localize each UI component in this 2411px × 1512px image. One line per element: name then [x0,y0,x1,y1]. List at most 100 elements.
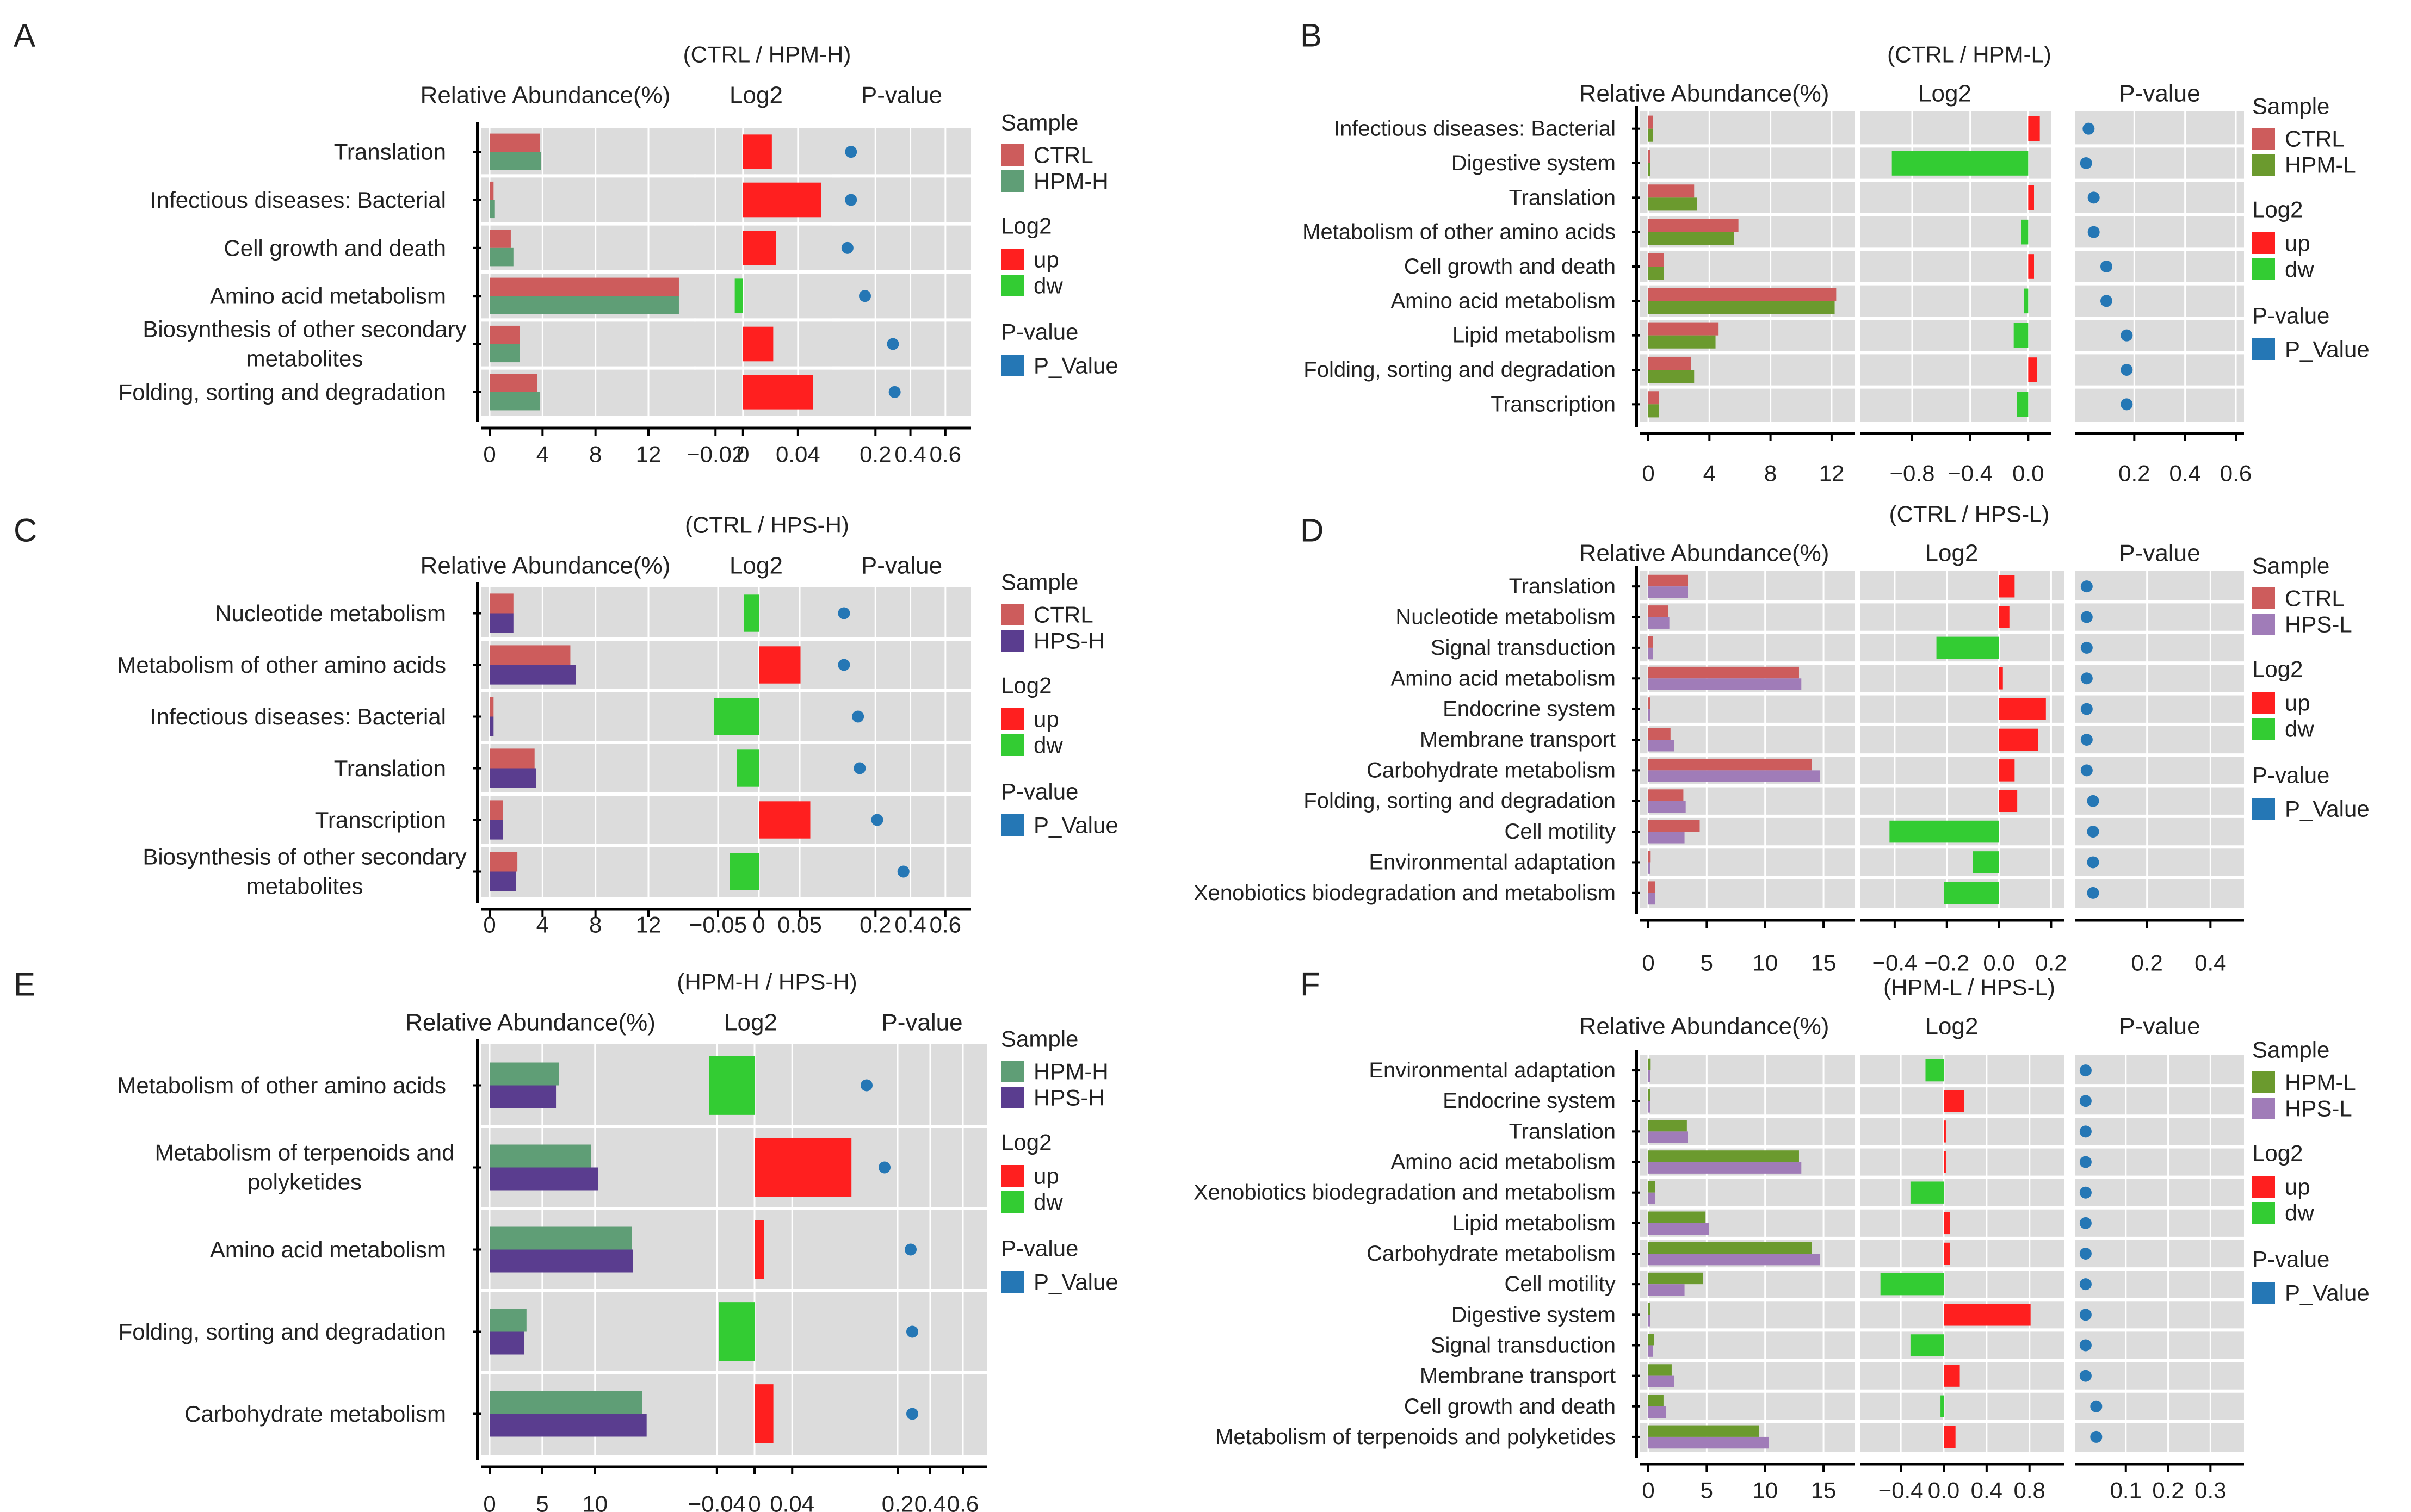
log2-bar-up [1999,728,2038,751]
log2-bar-up [755,1220,764,1279]
log2-bar-up [2028,116,2040,141]
x-tick-label: 0.6 [930,912,961,938]
pvalue-point [2082,122,2095,135]
x-tick-label: −0.05 [689,912,747,938]
abundance-bar-ctrl [1648,820,1700,832]
category-label-line: polyketides [248,1169,362,1194]
pvalue-point [887,338,899,350]
x-tick-label: 0.2 [860,442,891,467]
x-tick-label: 0 [483,912,496,938]
relative-abundance-title: Relative Abundance(%) [1579,540,1829,567]
log2-bar-dw [719,1302,755,1361]
legend-log2-label: dw [2285,257,2314,282]
x-tick-label: 0.6 [947,1491,979,1512]
legend-pvalue-swatch [2252,338,2275,360]
pvalue-point [2090,1430,2103,1443]
log2-bar-dw [737,749,759,787]
log2-bar-dw [709,1056,755,1115]
panel-title: (CTRL / HPM-H) [683,42,851,67]
x-tick-label: 5 [1701,950,1713,976]
panel-A: A (CTRL / HPM-H) Relative Abundance(%) Log2… [14,17,1118,467]
log2-bar-dw [1910,1334,1944,1356]
x-tick-label: 8 [589,442,602,467]
abundance-bar-hps-l [1648,740,1674,752]
legend-pvalue-swatch [2252,1282,2275,1304]
legend-log2-swatch-dw [1001,275,1024,296]
category-label: Carbohydrate metabolism [184,1401,446,1427]
abundance-bar-hps-h [490,768,536,788]
pvalue-point [2080,611,2093,623]
abundance-bar-hpm-l [1648,335,1716,349]
x-tick-label: 0.0 [1983,950,2014,976]
legend-log2-swatch-up [2252,232,2275,254]
log2-bar-dw [1910,1181,1944,1204]
x-tick-label: 5 [1701,1478,1713,1503]
relative-abundance-title: Relative Abundance(%) [421,82,671,109]
legend-pvalue-label: P_Value [1034,813,1118,838]
x-tick-label: 10 [582,1491,608,1512]
abundance-bar-hps-h [490,1331,524,1355]
legend-sample-title: Sample [1001,1026,1078,1052]
x-tick-label: 0 [483,1491,496,1512]
log2-bar-dw [1880,1273,1944,1296]
abundance-bar-hps-l [1648,893,1655,905]
legend-sample-title: Sample [1001,110,1078,135]
category-label-line: metabolites [246,345,363,371]
pvalue-title: P-value [2119,80,2200,107]
pvalue-point [2121,364,2133,376]
abundance-bar-hps-h [490,665,576,685]
abundance-bar-hps-l [1648,617,1670,629]
relative-abundance-title: Relative Abundance(%) [421,553,671,579]
category-label: Translation [334,755,446,781]
legend-sample-swatch [2252,614,2275,635]
abundance-bar-ctrl [1648,851,1651,863]
legend-sample-swatch [2252,1098,2275,1119]
abundance-bar-hpm-l [1648,1120,1687,1132]
category-label-line: Metabolism of terpenoids and [155,1139,455,1165]
x-tick-label: 0.05 [777,912,822,938]
category-label: Folding, sorting and degradation [119,379,446,405]
x-tick-label: 0.2 [2035,950,2067,976]
category-label: Translation [1509,1119,1616,1143]
abundance-bar-ctrl [490,325,520,344]
x-tick-label: 0.2 [882,1491,913,1512]
legend-sample-label: HPS-L [2285,612,2352,637]
legend-sample-label: CTRL [1034,602,1093,628]
pvalue-point [2090,1400,2103,1412]
abundance-bar-hpm-h [490,200,495,219]
legend-log2-swatch-up [1001,249,1024,270]
legend-sample-swatch [2252,587,2275,609]
abundance-bar-ctrl [490,800,503,820]
abundance-bar-hpm-l [1648,1211,1706,1223]
log2-bar-up [755,1384,774,1443]
pvalue-point [2100,261,2112,272]
abundance-bar-hpm-h [490,1226,632,1250]
abundance-bar-ctrl [1648,666,1799,679]
pvalue-point [2121,329,2133,342]
x-tick-label: 15 [1811,950,1837,976]
pvalue-point [2079,1064,2092,1077]
x-tick-label: 0.3 [2194,1478,2226,1503]
log2-bar-up [1944,1151,1946,1173]
log2-bar-up [2028,185,2034,210]
legend-log2-label: dw [1034,1189,1063,1215]
legend-sample-swatch [1001,1087,1024,1108]
legend-sample-swatch [2252,128,2275,150]
legend-log2-label: up [1034,247,1059,272]
x-tick-label: 0.4 [2169,461,2200,486]
log2-bar-up [1944,1212,1950,1235]
log2-bar-up [1944,1090,1964,1112]
category-label: Environmental adaptation [1369,1058,1616,1082]
legend-sample-label: HPM-L [2285,1070,2356,1095]
abundance-bar-ctrl [490,133,540,152]
legend-pvalue-title: P-value [2252,303,2329,329]
log2-bar-up [1999,667,2003,690]
legend-log2-title: Log2 [1001,673,1052,698]
log2-bar-dw [744,594,759,632]
abundance-bar-ctrl [1648,574,1688,587]
panel-letter: E [14,966,35,1003]
category-label: Amino acid metabolism [1391,666,1616,690]
legend-sample-label: HPM-H [1034,1059,1109,1085]
abundance-bar-hps-l [1648,862,1650,874]
